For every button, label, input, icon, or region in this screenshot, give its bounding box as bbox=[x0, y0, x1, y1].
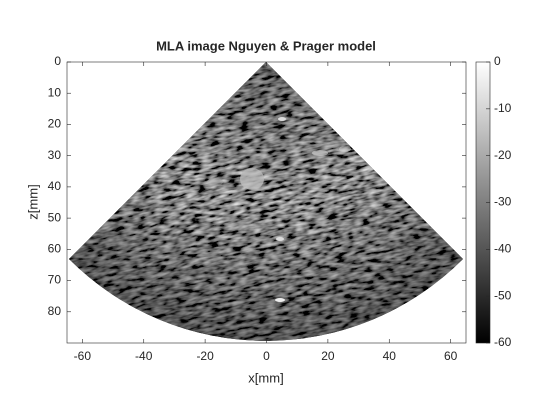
colorbar-tick-label: -50 bbox=[494, 288, 512, 302]
x-tick-label: -60 bbox=[74, 349, 92, 363]
y-tick-label: 10 bbox=[48, 85, 62, 99]
x-tick-label: 0 bbox=[263, 349, 270, 363]
colorbar-tick-label: -40 bbox=[494, 242, 512, 256]
y-tick-label: 50 bbox=[48, 210, 62, 224]
colorbar-tick-label: 0 bbox=[494, 54, 501, 68]
x-axis-label: x[mm] bbox=[248, 370, 283, 385]
colorbar-tick-label: -20 bbox=[494, 148, 512, 162]
y-tick-label: 20 bbox=[48, 117, 62, 131]
chart-title: MLA image Nguyen & Prager model bbox=[156, 38, 376, 53]
y-tick-label: 80 bbox=[48, 304, 62, 318]
colorbar-tick-label: -30 bbox=[494, 195, 512, 209]
y-tick-label: 60 bbox=[48, 242, 62, 256]
x-tick-label: -40 bbox=[135, 349, 153, 363]
y-tick-label: 40 bbox=[48, 179, 62, 193]
x-tick-label: 20 bbox=[321, 349, 335, 363]
x-tick-label: -20 bbox=[196, 349, 214, 363]
y-tick-label: 70 bbox=[48, 273, 62, 287]
y-tick-label: 0 bbox=[54, 54, 61, 68]
colorbar-tick-label: -10 bbox=[494, 101, 512, 115]
y-tick-label: 30 bbox=[48, 148, 62, 162]
colorbar-tick-label: -60 bbox=[494, 335, 512, 349]
x-tick-label: 40 bbox=[383, 349, 397, 363]
x-tick-label: 60 bbox=[444, 349, 458, 363]
y-axis-label: z[mm] bbox=[25, 184, 40, 219]
